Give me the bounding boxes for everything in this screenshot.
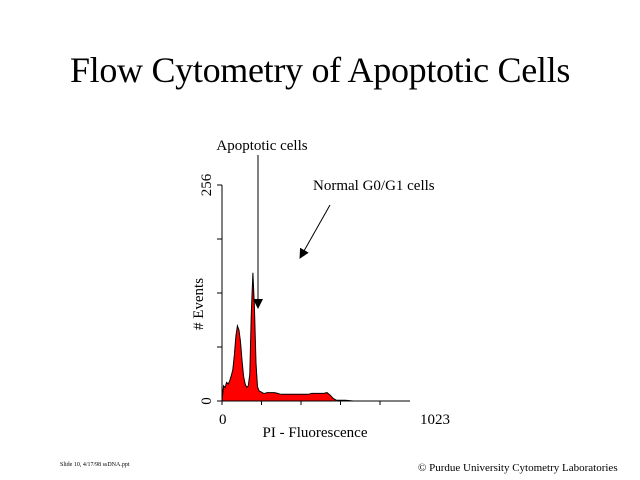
x-axis-label: PI - Fluorescence <box>263 425 368 441</box>
slide-footer-right: © Purdue University Cytometry Laboratori… <box>418 462 618 474</box>
x-tick-label: 0 <box>219 412 227 428</box>
slide-footer-left: Slide 10, 4/17/98 ssDNA.ppt <box>60 462 130 468</box>
x-tick-label: 1023 <box>420 412 450 428</box>
annotation-label: Normal G0/G1 cells <box>313 178 435 194</box>
annotation-arrow <box>299 204 331 259</box>
histogram-area <box>222 272 380 401</box>
y-axis-label: # Events <box>191 278 207 330</box>
histogram-outline <box>221 272 380 402</box>
annotation-label: Apoptotic cells <box>216 138 307 154</box>
slide-title: Flow Cytometry of Apoptotic Cells <box>69 50 571 90</box>
y-tick-label: 256 <box>199 173 215 196</box>
y-tick-label: 0 <box>199 397 215 405</box>
